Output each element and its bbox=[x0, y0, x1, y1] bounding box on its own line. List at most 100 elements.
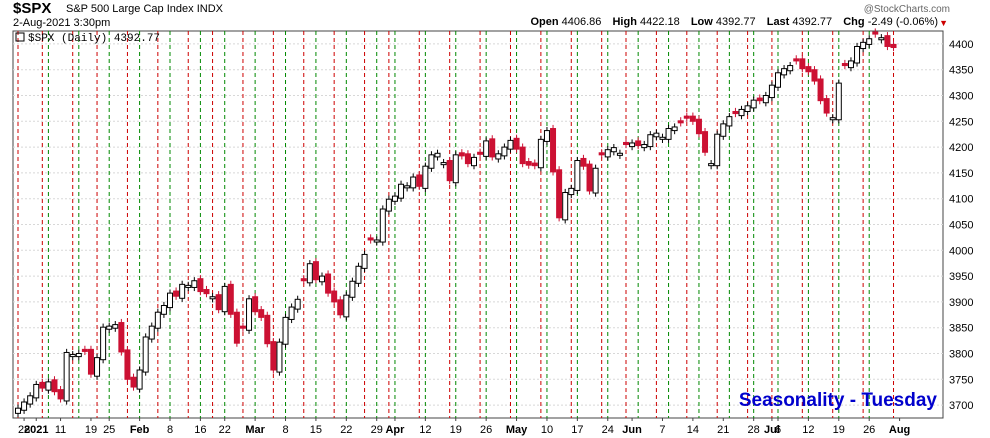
seasonality-lines bbox=[17, 31, 895, 418]
candle-body bbox=[464, 153, 471, 165]
candle-body bbox=[738, 108, 745, 117]
candle-body bbox=[94, 357, 101, 377]
candle-body bbox=[872, 31, 879, 35]
x-tick-label: 15 bbox=[310, 424, 322, 436]
x-tick-label: Jul bbox=[764, 424, 780, 436]
candle-body bbox=[683, 115, 690, 119]
candle-body bbox=[793, 58, 800, 62]
candle-body bbox=[404, 185, 411, 189]
high-label: High bbox=[612, 16, 637, 28]
symbol-title: $SPX bbox=[13, 0, 52, 17]
candle-body bbox=[57, 389, 64, 400]
y-tick-label: 4300 bbox=[949, 91, 973, 103]
candle-body bbox=[270, 341, 277, 371]
y-tick-label: 4350 bbox=[949, 65, 973, 77]
x-tick-label: 24 bbox=[602, 424, 614, 436]
candle-body bbox=[702, 131, 709, 153]
candle-body bbox=[835, 82, 842, 121]
y-tick-label: 3850 bbox=[949, 323, 973, 335]
candle-body bbox=[452, 154, 459, 184]
candle-body bbox=[294, 298, 301, 310]
x-tick-label: 7 bbox=[659, 424, 665, 436]
index-name: S&P 500 Large Cap Index INDX bbox=[66, 3, 223, 15]
candle-body bbox=[325, 273, 332, 294]
x-tick-label: 22 bbox=[340, 424, 352, 436]
candle-body bbox=[276, 341, 283, 373]
x-tick-label: 8 bbox=[282, 424, 288, 436]
x-tick-label: 16 bbox=[194, 424, 206, 436]
ohlc-readout: Open 4406.86 High 4422.18 Low 4392.77 La… bbox=[522, 16, 938, 28]
candle-body bbox=[106, 325, 113, 330]
y-tick-label: 4200 bbox=[949, 142, 973, 154]
candle-body bbox=[428, 154, 435, 169]
candle-body bbox=[507, 139, 514, 150]
candle-body bbox=[519, 146, 526, 165]
candle-body bbox=[124, 349, 131, 380]
candle-body bbox=[173, 290, 180, 297]
y-tick-label: 3800 bbox=[949, 349, 973, 361]
candle-body bbox=[513, 137, 520, 150]
candle-body bbox=[398, 183, 405, 199]
candle-body bbox=[203, 289, 210, 295]
x-tick-label: 12 bbox=[802, 424, 814, 436]
candle-body bbox=[63, 351, 70, 402]
candle-body bbox=[744, 105, 751, 112]
candle-body bbox=[659, 136, 666, 140]
candle-body bbox=[592, 167, 599, 194]
candle-body bbox=[866, 38, 873, 45]
x-tick-label: 26 bbox=[480, 424, 492, 436]
candle-body bbox=[477, 151, 484, 155]
candle-body bbox=[829, 117, 836, 121]
candle-body bbox=[653, 132, 660, 138]
candle-body bbox=[300, 278, 307, 282]
candle-body bbox=[623, 141, 629, 146]
y-tick-label: 4250 bbox=[949, 116, 973, 128]
candle-body bbox=[33, 383, 40, 399]
x-tick-label: 22 bbox=[219, 424, 231, 436]
candle-body bbox=[349, 280, 356, 298]
candle-body bbox=[556, 169, 563, 219]
legend-text: $SPX (Daily) 4392.77 bbox=[28, 33, 160, 45]
candle-body bbox=[610, 147, 617, 153]
x-tick-label: 8 bbox=[167, 424, 173, 436]
candle-body bbox=[112, 324, 119, 329]
y-tick-label: 4000 bbox=[949, 245, 973, 257]
candle-body bbox=[446, 160, 453, 182]
candle-body bbox=[471, 156, 477, 167]
candle-body bbox=[489, 138, 496, 158]
candle-body bbox=[495, 153, 502, 160]
x-tick-label: 19 bbox=[833, 424, 845, 436]
candle-body bbox=[246, 298, 253, 331]
candle-body bbox=[422, 165, 429, 189]
candle-body bbox=[562, 192, 569, 221]
open-value: 4406.86 bbox=[561, 16, 602, 28]
x-tick-label: 26 bbox=[863, 424, 875, 436]
candle-body bbox=[331, 290, 338, 303]
candle-body bbox=[543, 130, 550, 142]
candle-body bbox=[337, 299, 344, 316]
candle-body bbox=[179, 283, 186, 299]
chg-label: Chg bbox=[843, 16, 865, 28]
x-tick-label: 21 bbox=[717, 424, 729, 436]
candle-body bbox=[574, 160, 581, 191]
open-label: Open bbox=[530, 16, 559, 28]
x-tick-label: 11 bbox=[55, 424, 66, 436]
candle-body bbox=[130, 376, 137, 388]
candle-body bbox=[817, 78, 824, 102]
candle-body bbox=[191, 280, 198, 288]
candle-body bbox=[483, 140, 490, 157]
x-tick-label: Jun bbox=[622, 424, 642, 436]
candle-body bbox=[81, 348, 88, 352]
candle-body bbox=[136, 369, 143, 390]
candle-body bbox=[227, 283, 234, 315]
y-tick-label: 4400 bbox=[949, 39, 973, 51]
candle-body bbox=[312, 261, 319, 281]
candle-body bbox=[258, 309, 265, 318]
candle-body bbox=[550, 128, 557, 173]
candle-body bbox=[586, 163, 593, 192]
candle-body bbox=[525, 161, 532, 166]
stockcharts-logo: @StockCharts.com bbox=[863, 4, 950, 15]
index-fullname: S&P 500 Large Cap Index bbox=[66, 3, 194, 15]
